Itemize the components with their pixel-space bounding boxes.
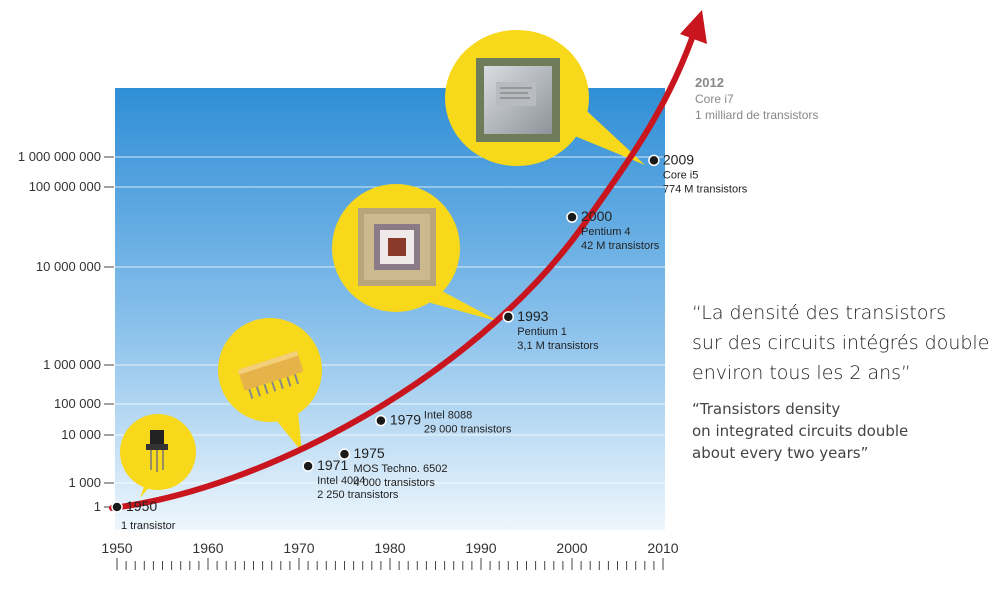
point-label: 1950 1 transistor bbox=[121, 498, 176, 532]
data-point bbox=[302, 460, 314, 472]
quote-en-line-3: about every two years” bbox=[692, 444, 869, 462]
point-count: 1 transistor bbox=[121, 520, 176, 532]
quote-en-line-2: on integrated circuits double bbox=[692, 422, 909, 440]
y-tick-label: 100 000 bbox=[54, 396, 101, 411]
y-tick-label: 1 000 000 000 bbox=[18, 149, 101, 164]
annotation-year: 2012 bbox=[695, 75, 724, 90]
transistor-icon bbox=[146, 430, 168, 472]
bubble-pentium bbox=[332, 184, 500, 322]
point-label: 1975 MOS Techno. 6502 4 000 transistors bbox=[354, 445, 448, 489]
data-point bbox=[566, 211, 578, 223]
point-count: 2 250 transistors bbox=[317, 489, 399, 501]
bubble-transistor bbox=[120, 414, 196, 498]
x-tick-label: 1980 bbox=[374, 540, 405, 556]
pentium-chip-icon bbox=[358, 208, 436, 286]
point-count: 774 M transistors bbox=[663, 183, 748, 195]
x-tick-label: 1950 bbox=[101, 540, 132, 556]
annotation-chip: Core i7 bbox=[695, 92, 734, 106]
point-chip: Intel 4004 bbox=[317, 475, 365, 487]
point-label: 2000 Pentium 4 42 M transistors bbox=[581, 208, 660, 252]
point-count: 29 000 transistors bbox=[424, 424, 512, 436]
point-year: 2000 bbox=[581, 208, 612, 224]
x-tick-label: 1970 bbox=[283, 540, 314, 556]
point-year: 1979 bbox=[390, 412, 421, 428]
point-chip: Pentium 1 bbox=[517, 326, 567, 338]
y-tick-label: 10 000 bbox=[61, 427, 101, 442]
point-year: 1993 bbox=[517, 308, 548, 324]
y-tick-label: 1 000 bbox=[68, 475, 101, 490]
point-year: 2009 bbox=[663, 151, 694, 167]
x-tick-label: 1990 bbox=[465, 540, 496, 556]
intel-4004-chip-icon bbox=[237, 350, 304, 400]
quote-fr-line-2: sur des circuits intégrés double bbox=[692, 332, 990, 354]
x-tick-label: 2000 bbox=[556, 540, 587, 556]
y-tick-label: 100 000 000 bbox=[29, 179, 101, 194]
point-chip: Core i5 bbox=[663, 169, 698, 181]
y-tick-label: 10 000 000 bbox=[36, 259, 101, 274]
data-point bbox=[111, 501, 123, 513]
quote-fr-line-1: “La densité des transistors bbox=[692, 302, 947, 324]
annotation-2012: 2012 Core i7 1 milliard de transistors bbox=[695, 75, 818, 122]
point-count: 3,1 M transistors bbox=[517, 340, 599, 352]
core-i7-chip-icon bbox=[476, 58, 560, 142]
quote-english: “Transistors density on integrated circu… bbox=[692, 398, 908, 464]
point-label: 1971 Intel 4004 2 250 transistors bbox=[317, 457, 399, 501]
x-tick-label: 2010 bbox=[647, 540, 678, 556]
point-chip: Pentium 4 bbox=[581, 226, 631, 238]
point-year: 1971 bbox=[317, 457, 348, 473]
bubble-core-i7 bbox=[445, 30, 645, 166]
point-chip: Intel 8088 bbox=[424, 410, 472, 422]
quote-fr-line-3: environ tous les 2 ans” bbox=[692, 362, 911, 384]
point-label: 1979 Intel 8088 29 000 transistors bbox=[390, 410, 512, 436]
curve-arrowhead bbox=[680, 10, 707, 44]
data-point bbox=[648, 154, 660, 167]
quote-french: “La densité des transistors sur des circ… bbox=[692, 298, 989, 388]
point-label: 2009 Core i5 774 M transistors bbox=[663, 151, 748, 195]
moore-curve bbox=[109, 27, 698, 511]
x-tick-label: 1960 bbox=[192, 540, 223, 556]
point-year: 1975 bbox=[354, 445, 385, 461]
data-point bbox=[338, 448, 351, 460]
point-count: 42 M transistors bbox=[581, 240, 660, 252]
bubble-intel-4004 bbox=[218, 318, 322, 452]
data-point bbox=[375, 414, 387, 427]
y-tick-label: 1 000 000 bbox=[43, 357, 101, 372]
point-count: 4 000 transistors bbox=[354, 477, 436, 489]
point-chip: MOS Techno. 6502 bbox=[354, 463, 448, 475]
annotation-count: 1 milliard de transistors bbox=[695, 108, 818, 122]
point-year: 1950 bbox=[126, 498, 157, 514]
quote-en-line-1: “Transistors density bbox=[692, 400, 841, 418]
point-label: 1993 Pentium 1 3,1 M transistors bbox=[517, 308, 599, 352]
y-tick-label: 1 bbox=[94, 499, 101, 514]
data-point bbox=[502, 311, 515, 323]
